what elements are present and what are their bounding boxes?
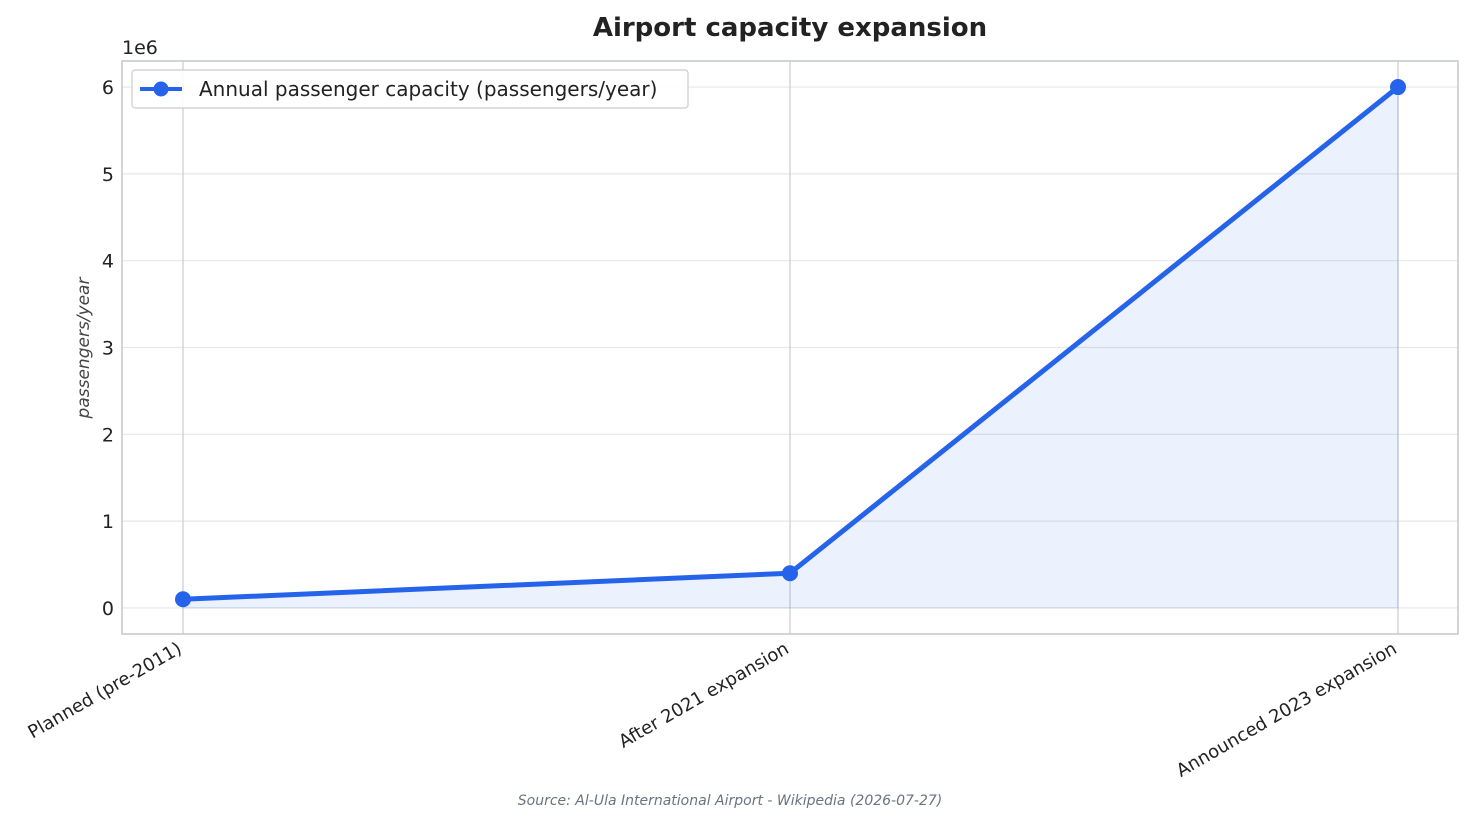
legend-box	[131, 69, 689, 109]
plot-area-frame	[121, 60, 1459, 635]
chart-title: Airport capacity expansion	[593, 13, 987, 43]
y-axis-label: passengers/year	[74, 277, 94, 420]
y-tick-label: 0	[102, 598, 114, 620]
y-tick-label: 5	[102, 164, 114, 186]
data-point-1	[782, 565, 798, 582]
y-tick-label: 1	[102, 511, 114, 533]
y-offset-label: 1e6	[122, 37, 158, 59]
y-tick-label: 6	[102, 77, 114, 99]
legend-marker-swatch	[153, 81, 169, 97]
y-axis-ticks: 0 1 2 3 4 5 6	[102, 77, 114, 620]
y-tick-label: 3	[102, 338, 114, 360]
x-axis-ticks: Planned (pre-2011) After 2021 expansion An…	[25, 638, 1401, 782]
data-point-0	[175, 591, 191, 608]
legend-label: Annual passenger capacity (passengers/ye…	[199, 77, 657, 101]
y-tick-label: 2	[102, 424, 114, 446]
source-note: Source: Al-Ula International Airport - W…	[518, 793, 942, 809]
x-tick-label: Planned (pre-2011)	[25, 638, 186, 743]
legend: Annual passenger capacity (passengers/ye…	[131, 69, 689, 109]
x-tick-label: After 2021 expansion	[615, 638, 792, 752]
y-tick-label: 4	[102, 251, 114, 273]
data-point-2	[1390, 79, 1406, 96]
x-tick-label: Announced 2023 expansion	[1173, 638, 1401, 782]
series-layer	[175, 79, 1406, 608]
